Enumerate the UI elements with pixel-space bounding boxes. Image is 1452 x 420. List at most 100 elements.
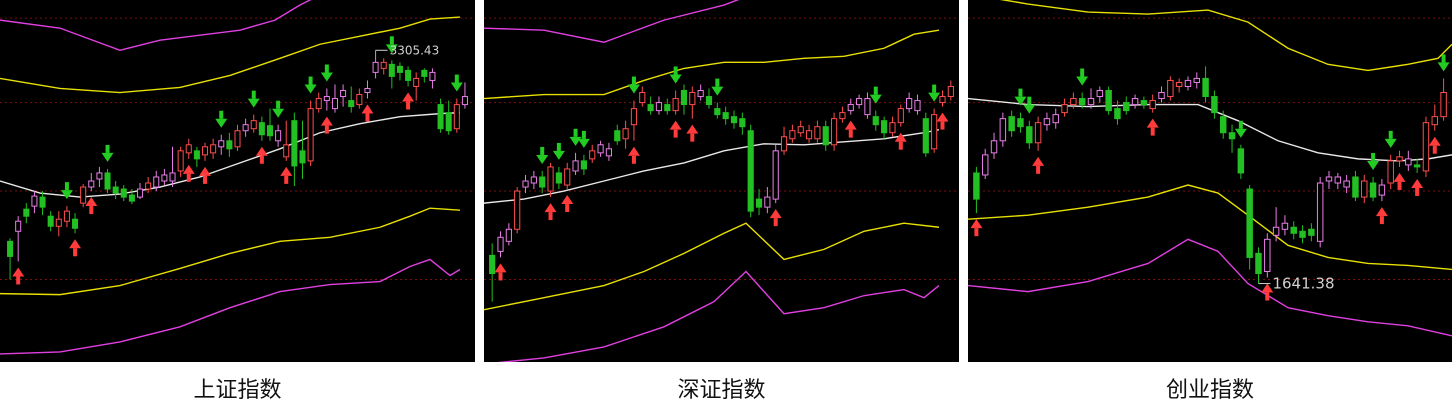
candle-body [1211, 96, 1218, 114]
candle-body [315, 98, 322, 110]
candle-body [622, 128, 629, 140]
candle-body [539, 176, 546, 188]
buy-arrow-head [12, 267, 25, 277]
candle [830, 112, 838, 151]
candle [437, 98, 444, 133]
sell-arrow [60, 182, 73, 200]
buy-arrow [1261, 283, 1274, 301]
buy-arrow-head [1146, 118, 1159, 128]
candle-body [72, 218, 79, 229]
sell-arrow-shaft [219, 110, 224, 119]
candle-body [630, 108, 638, 126]
candle [1405, 150, 1412, 171]
candle-body [405, 69, 412, 81]
candle-body [96, 172, 103, 180]
candle [789, 124, 796, 143]
sell-arrow [1023, 96, 1036, 114]
candle [429, 68, 436, 89]
candle [914, 94, 921, 115]
sell-arrow [711, 78, 724, 96]
candle-body [429, 71, 436, 81]
band-outer-lower [968, 238, 1452, 337]
candle-body [1175, 81, 1183, 87]
candle [614, 124, 621, 145]
sell-arrow-head [1076, 76, 1089, 86]
candle [580, 154, 587, 175]
candle-body [461, 96, 468, 106]
candle [185, 138, 192, 159]
candle-body [47, 215, 54, 227]
candle [1202, 66, 1209, 103]
candle [739, 112, 746, 135]
sell-arrow-head [304, 84, 317, 94]
candle-body [39, 196, 46, 208]
candle [1272, 207, 1280, 242]
candle-body [210, 144, 217, 154]
buy-arrow-shaft [16, 276, 21, 285]
candle-body [185, 144, 192, 154]
sell-arrow-head [450, 82, 463, 92]
candle [1396, 150, 1403, 167]
buy-arrow [199, 166, 212, 184]
candle-body [1352, 176, 1359, 198]
candle-body [299, 150, 306, 164]
buy-arrow-shaft [203, 175, 208, 184]
sell-arrow-shaft [540, 146, 545, 155]
buy-arrow [769, 209, 782, 227]
candle [445, 100, 452, 135]
candle [218, 134, 225, 155]
candle-body [797, 126, 804, 134]
candle-body [15, 220, 22, 232]
candle-body [275, 130, 282, 142]
candle [1378, 178, 1386, 202]
candle [1140, 96, 1148, 109]
candle [96, 166, 103, 188]
sell-arrow [215, 110, 228, 128]
buy-arrow-head [402, 92, 415, 102]
candle [145, 176, 152, 194]
band-outer-lower [0, 258, 461, 355]
candle [307, 100, 314, 166]
candle [489, 243, 496, 302]
sell-arrow [1367, 152, 1380, 170]
band-outer-lower [497, 270, 940, 362]
buy-arrow-shaft [898, 141, 903, 150]
candle-body [1017, 118, 1024, 128]
buy-arrow-head [494, 263, 507, 273]
candle [597, 140, 604, 157]
buy-arrow [844, 120, 857, 138]
buy-arrow-head [320, 116, 333, 126]
sell-arrow [320, 64, 333, 82]
buy-arrow-head [769, 209, 782, 219]
buy-arrow-shaft [1036, 165, 1041, 174]
candle-body [1034, 122, 1042, 144]
buy-arrow [320, 116, 333, 134]
band-mid [484, 129, 940, 204]
candle [112, 181, 119, 200]
candle [1184, 76, 1192, 91]
candle [1017, 112, 1024, 133]
chart-panel-chinext: 1641.38 [968, 0, 1452, 362]
candle-body [990, 140, 998, 154]
candle-body [1255, 252, 1262, 275]
candle [1008, 110, 1015, 137]
candle [1211, 90, 1218, 119]
candle-body [739, 118, 746, 128]
candle-body [331, 98, 338, 110]
sell-arrow-shaft [251, 90, 256, 99]
candle-body [764, 196, 771, 208]
candle [1052, 108, 1059, 129]
buy-arrow-shaft [1415, 187, 1420, 196]
candle [572, 152, 579, 175]
candle-body [1026, 126, 1033, 144]
candle [323, 88, 330, 111]
candle [680, 84, 688, 115]
chart-title-shenzhen: 深证指数 [677, 378, 766, 403]
buy-arrow [361, 104, 374, 122]
candle [7, 238, 14, 280]
candle-body [1131, 98, 1139, 106]
band-lower [484, 222, 940, 311]
buy-arrow [561, 195, 574, 213]
sell-arrow-head [1437, 62, 1450, 72]
sell-arrow [569, 128, 582, 146]
